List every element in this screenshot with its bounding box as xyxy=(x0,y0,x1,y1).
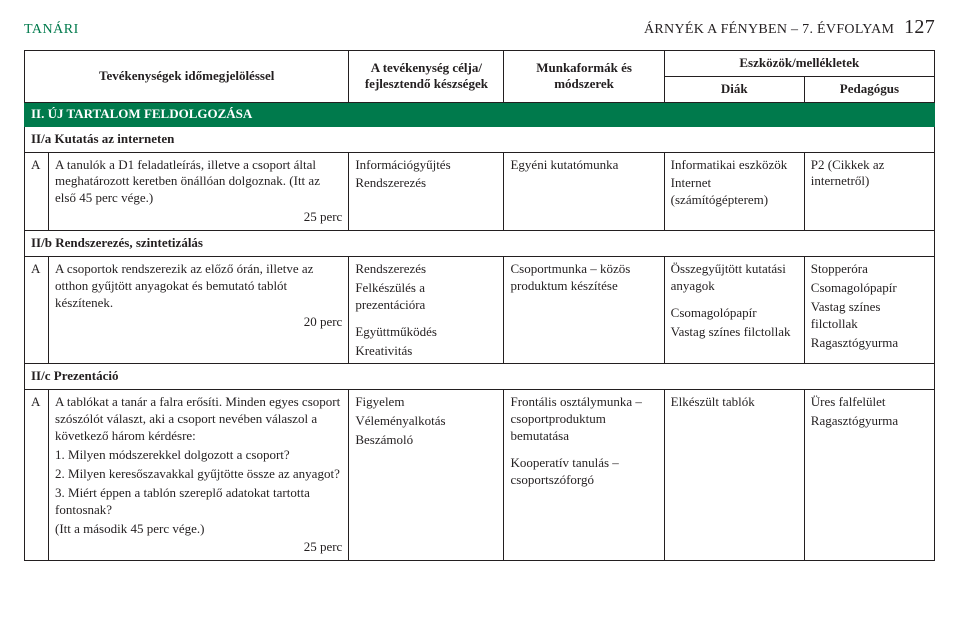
cell-method: Egyéni kutatómunka xyxy=(504,152,664,231)
cell-goal: RendszerezésFelkészülés a prezentációraE… xyxy=(349,257,504,364)
row-letter: A xyxy=(25,257,49,364)
cell-goal: FigyelemVéleményalkotásBeszámoló xyxy=(349,390,504,561)
row-letter: A xyxy=(25,152,49,231)
table-header-row-1: Tevékenységek időmegjelöléssel A tevéken… xyxy=(25,51,935,77)
subsection-IIc: II/c Prezentáció xyxy=(25,364,935,390)
subsection-title: II/b Rendszerezés, szintetizálás xyxy=(25,231,935,257)
th-activities: Tevékenységek időmegjelöléssel xyxy=(25,51,349,103)
page: TANÁRI ÁRNYÉK A FÉNYBEN – 7. ÉVFOLYAM 12… xyxy=(0,0,959,571)
page-number: 127 xyxy=(904,16,935,38)
cell-student: Elkészült tablók xyxy=(664,390,804,561)
header-title: ÁRNYÉK A FÉNYBEN – 7. ÉVFOLYAM xyxy=(644,22,894,37)
activity-text: A tanulók a D1 feladatleírás, illetve a … xyxy=(55,157,320,206)
cell-teacher: StopperóraCsomagolópapírVastag színes fi… xyxy=(804,257,934,364)
cell-activity: A csoportok rendszerezik az előző órán, … xyxy=(49,257,349,364)
cell-activity: A tanulók a D1 feladatleírás, illetve a … xyxy=(49,152,349,231)
subsection-title: II/c Prezentáció xyxy=(25,364,935,390)
cell-teacher: P2 (Cikkek az internetről) xyxy=(804,152,934,231)
th-methods: Munkaformák és módszerek xyxy=(504,51,664,103)
th-goal: A tevékenység célja/ fejlesztendő készsé… xyxy=(349,51,504,103)
activity-text: A tablókat a tanár a falra erősíti. Mind… xyxy=(55,394,342,537)
activity-time: 20 perc xyxy=(55,314,342,331)
subsection-title: II/a Kutatás az interneten xyxy=(25,126,935,152)
running-header: TANÁRI ÁRNYÉK A FÉNYBEN – 7. ÉVFOLYAM 12… xyxy=(24,14,935,40)
table-row: A A tanulók a D1 feladatleírás, illetve … xyxy=(25,152,935,231)
activity-text: A csoportok rendszerezik az előző órán, … xyxy=(55,261,313,310)
th-tools: Eszközök/mellékletek xyxy=(664,51,934,77)
activity-time: 25 perc xyxy=(55,209,342,226)
activity-time: 25 perc xyxy=(55,539,342,556)
cell-goal: InformációgyűjtésRendszerezés xyxy=(349,152,504,231)
cell-student: Informatikai eszközökInternet (számítógé… xyxy=(664,152,804,231)
row-letter: A xyxy=(25,390,49,561)
header-left: TANÁRI xyxy=(24,21,79,39)
section-title: II. ÚJ TARTALOM FELDOLGOZÁSA xyxy=(25,102,935,126)
cell-teacher: Üres falfelületRagasztógyurma xyxy=(804,390,934,561)
section-header-II: II. ÚJ TARTALOM FELDOLGOZÁSA xyxy=(25,102,935,126)
cell-student: Összegyűjtött kutatási anyagokCsomagolóp… xyxy=(664,257,804,364)
subsection-IIa: II/a Kutatás az interneten xyxy=(25,126,935,152)
subsection-IIb: II/b Rendszerezés, szintetizálás xyxy=(25,231,935,257)
table-row: A A csoportok rendszerezik az előző órán… xyxy=(25,257,935,364)
cell-method: Csoportmunka – közös produktum készítése xyxy=(504,257,664,364)
header-right: ÁRNYÉK A FÉNYBEN – 7. ÉVFOLYAM 127 xyxy=(644,14,935,40)
th-student: Diák xyxy=(664,76,804,102)
cell-method: Frontális osztálymunka – csoportproduktu… xyxy=(504,390,664,561)
th-teacher: Pedagógus xyxy=(804,76,934,102)
lesson-table: Tevékenységek időmegjelöléssel A tevéken… xyxy=(24,50,935,561)
table-row: A A tablókat a tanár a falra erősíti. Mi… xyxy=(25,390,935,561)
cell-activity: A tablókat a tanár a falra erősíti. Mind… xyxy=(49,390,349,561)
